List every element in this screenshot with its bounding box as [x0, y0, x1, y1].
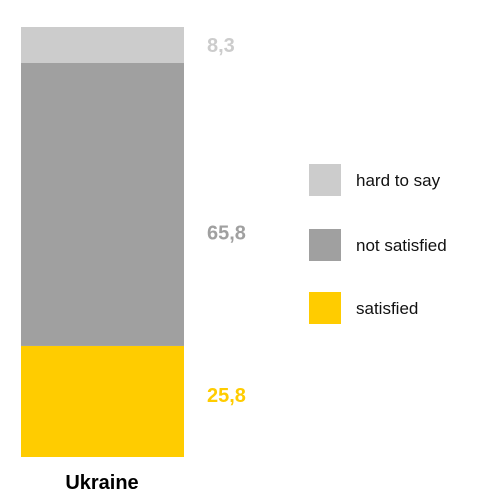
value-label-satisfied: 25,8 — [207, 385, 246, 407]
bar-segment-hard-to-say — [21, 27, 184, 63]
category-label: Ukraine — [65, 472, 138, 494]
legend-swatch-hard-to-say — [309, 164, 341, 196]
legend-label-satisfied: satisfied — [356, 299, 418, 318]
legend-label-not-satisfied: not satisfied — [356, 236, 447, 255]
legend-swatch-satisfied — [309, 292, 341, 324]
legend: hard to say not satisfied satisfied — [309, 164, 447, 324]
value-label-not-satisfied: 65,8 — [207, 223, 246, 245]
legend-label-hard-to-say: hard to say — [356, 171, 441, 190]
bar-segment-satisfied — [21, 345, 184, 457]
value-label-hard-to-say: 8,3 — [207, 35, 235, 57]
legend-swatch-not-satisfied — [309, 229, 341, 261]
bar-segment-not-satisfied — [21, 62, 184, 346]
